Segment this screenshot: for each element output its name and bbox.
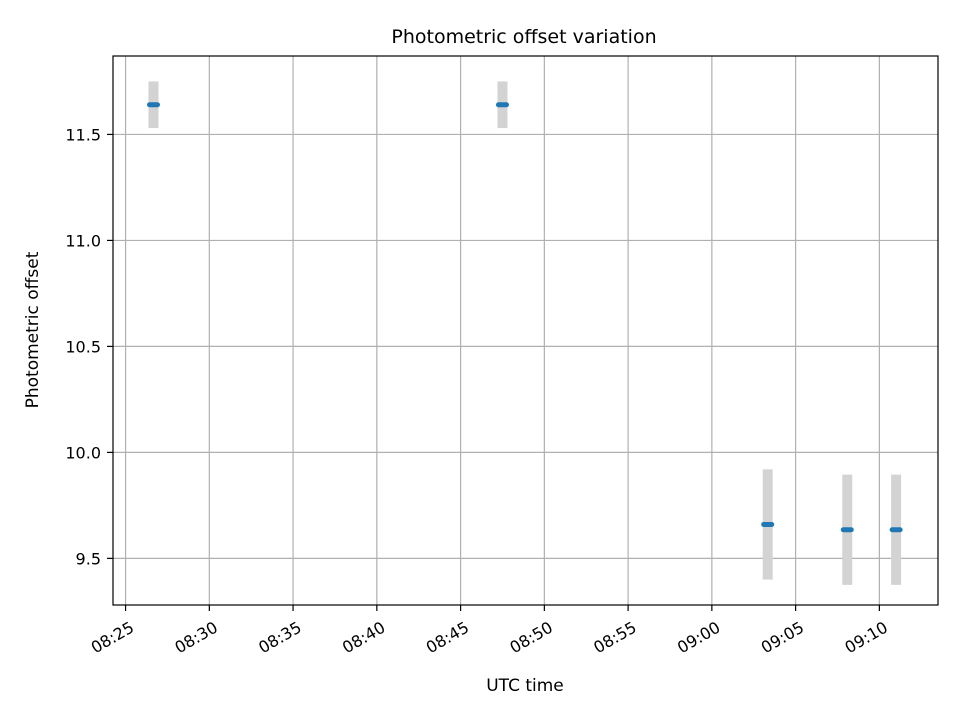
y-tick-label: 11.5 xyxy=(65,125,101,144)
y-axis-label: Photometric offset xyxy=(23,251,43,408)
y-tick-label: 9.5 xyxy=(76,549,101,568)
data-points xyxy=(146,102,903,533)
chart-title: Photometric offset variation xyxy=(391,26,656,48)
plot-area-frame xyxy=(112,55,939,606)
y-tick-label: 10.5 xyxy=(65,337,101,356)
grid xyxy=(113,56,938,605)
x-axis-label: UTC time xyxy=(486,676,564,696)
y-tick-label: 11.0 xyxy=(65,231,101,250)
y-tick-label: 10.0 xyxy=(65,443,101,462)
